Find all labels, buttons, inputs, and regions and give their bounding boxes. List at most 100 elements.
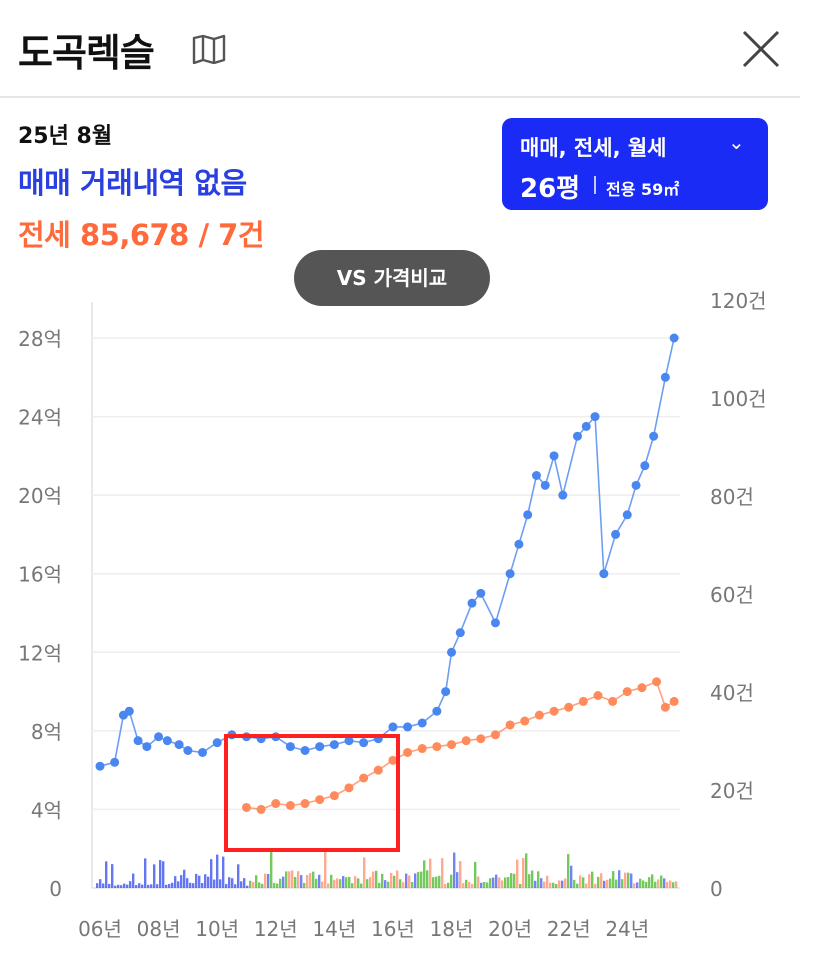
volume-bar <box>132 873 135 888</box>
volume-bar <box>495 874 498 888</box>
volume-bar <box>624 872 627 888</box>
volume-bar <box>591 871 594 888</box>
sale-line-point <box>183 746 193 755</box>
volume-bar <box>186 878 189 888</box>
volume-bar <box>423 860 426 888</box>
jeonse-line-point <box>271 799 281 809</box>
jeonse-line-point <box>432 742 442 752</box>
header: 도곡렉슬 <box>0 0 800 98</box>
volume-bar <box>282 876 285 888</box>
volume-bar <box>306 874 309 888</box>
sale-line-point <box>622 510 632 520</box>
x-tick-label: 06년 <box>78 917 122 941</box>
volume-bar <box>525 853 528 888</box>
volume-bar <box>273 883 276 888</box>
volume-bar <box>435 876 438 888</box>
page-title: 도곡렉슬 <box>18 31 155 75</box>
volume-bar <box>510 873 513 888</box>
volume-bar <box>462 883 465 888</box>
volume-bar <box>126 884 129 888</box>
volume-bar <box>210 859 213 888</box>
price-compare-button[interactable]: VS 가격비교 <box>294 250 490 306</box>
sale-line-point <box>154 732 164 742</box>
exclusive-area: 전용 59㎡ <box>606 180 680 199</box>
sale-line-point <box>142 742 152 752</box>
volume-bar <box>105 861 108 888</box>
sale-summary: 매매 거래내역 없음 <box>18 166 247 200</box>
volume-bar <box>162 861 165 888</box>
deal-type-selector[interactable]: 매매, 전세, 월세 ⌄ 26평 전용 59㎡ <box>502 118 768 210</box>
jeonse-line-point <box>578 696 588 706</box>
volume-bar <box>420 871 423 888</box>
sale-line-point <box>359 738 369 748</box>
volume-bar <box>657 879 660 888</box>
volume-bar <box>276 883 279 888</box>
jeonse-line-point <box>652 677 662 687</box>
volume-bar <box>264 873 267 888</box>
volume-bar <box>540 878 543 888</box>
volume-bar <box>393 875 396 888</box>
y-right-tick-label: 80건 <box>710 485 754 509</box>
volume-bar <box>228 877 231 888</box>
volume-bar <box>528 874 531 888</box>
volume-bar <box>120 885 123 888</box>
volume-bar <box>168 883 171 888</box>
volume-bar <box>108 883 111 888</box>
volume-bar <box>324 850 327 888</box>
volume-bar <box>348 876 351 888</box>
volume-bar <box>642 880 645 888</box>
volume-bar <box>666 881 669 888</box>
volume-bar <box>630 873 633 888</box>
volume-bar <box>519 883 522 888</box>
x-tick-label: 22년 <box>547 917 591 941</box>
sale-line-point <box>133 736 143 746</box>
close-icon[interactable] <box>736 24 786 74</box>
volume-bar <box>231 878 234 888</box>
volume-bar <box>606 879 609 888</box>
volume-bar <box>366 879 369 888</box>
volume-bar <box>549 882 552 888</box>
volume-bar <box>507 877 510 888</box>
sale-line-point <box>599 569 609 579</box>
volume-bar <box>408 875 411 888</box>
jeonse-line-point <box>300 799 310 809</box>
volume-bar <box>342 876 345 888</box>
sale-line-point <box>660 372 670 382</box>
volume-bar <box>504 877 507 888</box>
volume-bar <box>378 882 381 888</box>
highlight-box <box>224 734 400 852</box>
sale-line-point <box>300 746 310 755</box>
y-right-tick-label: 40건 <box>710 681 754 705</box>
jeonse-summary: 전세 85,678 / 7건 <box>18 218 265 252</box>
y-left-tick-label: 4억 <box>31 798 62 822</box>
jeonse-line-point <box>461 736 471 746</box>
volume-bar <box>258 882 261 888</box>
volume-bar <box>633 883 636 888</box>
volume-bar <box>522 858 525 888</box>
volume-bar <box>312 871 315 888</box>
volume-bar <box>339 879 342 888</box>
volume-bar <box>279 878 282 888</box>
volume-bar <box>576 883 579 888</box>
volume-bar <box>207 876 210 888</box>
volume-bar <box>138 883 141 888</box>
jeonse-line-point <box>593 691 603 700</box>
map-icon[interactable] <box>192 34 226 64</box>
volume-bar <box>315 878 318 888</box>
x-tick-label: 10년 <box>195 917 239 941</box>
volume-bar <box>321 881 324 888</box>
volume-bar <box>531 870 534 888</box>
volume-bar <box>645 881 648 888</box>
volume-bar <box>513 873 516 888</box>
volume-bar <box>288 871 291 888</box>
sale-line-point <box>505 569 515 579</box>
volume-bar <box>501 880 504 888</box>
sale-line-point <box>490 618 500 628</box>
volume-bar <box>465 879 468 888</box>
jeonse-line-point <box>344 783 354 793</box>
volume-bar <box>570 865 573 888</box>
y-left-tick-label: 20억 <box>18 484 62 508</box>
pyeong-size: 26평 <box>520 174 581 204</box>
volume-bar <box>441 858 444 888</box>
jeonse-line-point <box>622 687 632 697</box>
